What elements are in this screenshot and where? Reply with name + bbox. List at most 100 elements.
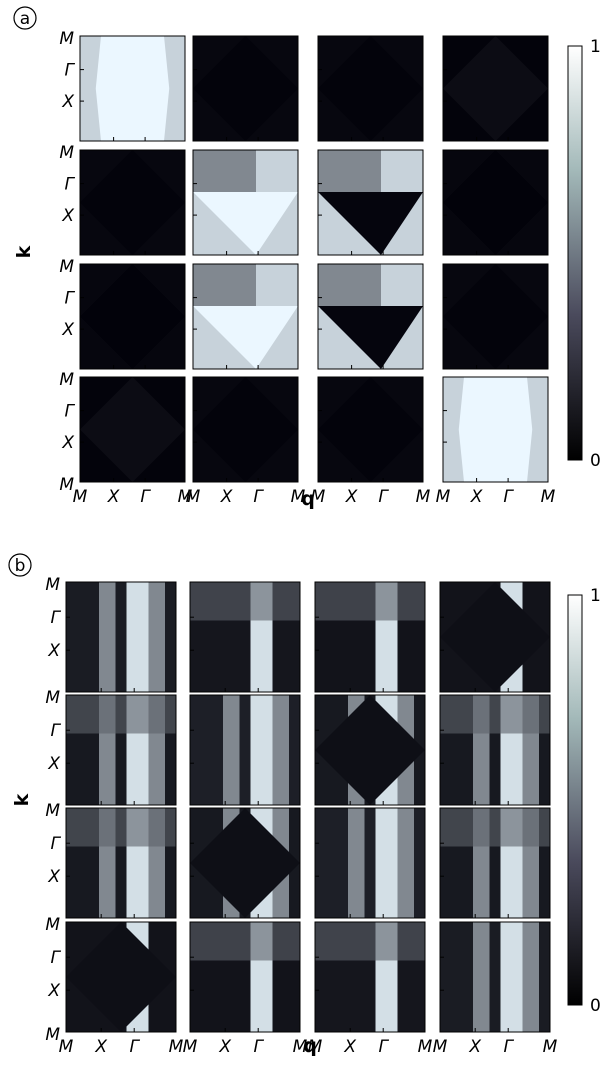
x-tick-label: M — [186, 487, 201, 507]
heatmap-cell — [314, 694, 426, 806]
colorbar-max-label: 1 — [590, 586, 601, 606]
heatmap-region — [66, 922, 176, 1032]
heatmap-cell — [317, 263, 424, 370]
x-tick-label: M — [433, 1037, 448, 1057]
heatmap-region — [190, 582, 300, 621]
heatmap-band — [272, 695, 289, 805]
y-tick-label: M — [59, 257, 74, 277]
heatmap-region — [256, 264, 298, 306]
heatmap-cell — [192, 149, 299, 256]
x-tick-label: M — [293, 1037, 308, 1057]
y-tick-label: M — [45, 688, 60, 708]
heatmap-band — [348, 808, 365, 918]
heatmap-cell — [439, 807, 551, 919]
heatmap-region — [256, 150, 298, 192]
heatmap-band — [473, 922, 490, 1032]
y-tick-label: M — [59, 143, 74, 163]
y-tick-label: Γ — [51, 834, 62, 854]
y-tick-label: Γ — [51, 721, 62, 741]
x-tick-label: X — [220, 487, 233, 507]
y-tick-label: Γ — [51, 948, 62, 968]
heatmap-cell — [192, 263, 299, 370]
heatmap-region — [193, 377, 298, 482]
y-tick-label: X — [61, 92, 74, 112]
y-tick-label: Γ — [51, 608, 62, 628]
heatmap-cell — [317, 376, 424, 483]
heatmap-region — [80, 150, 185, 255]
heatmap-region — [315, 922, 425, 961]
heatmap-region — [443, 150, 548, 255]
colorbar-min-label: 0 — [590, 451, 601, 471]
heatmap-frame — [317, 263, 424, 370]
x-tick-label: X — [468, 1037, 481, 1057]
heatmap-band — [522, 922, 539, 1032]
x-tick-label: M — [436, 487, 451, 507]
panel-label-circle — [13, 6, 37, 30]
y-tick-label: Γ — [65, 402, 76, 422]
heatmap-cell — [65, 694, 177, 806]
x-tick-label: M — [418, 1037, 433, 1057]
heatmap-region — [318, 36, 423, 141]
heatmap-band — [148, 582, 165, 692]
heatmap-region — [458, 377, 533, 482]
heatmap-region — [443, 36, 548, 141]
heatmap-region — [95, 36, 170, 141]
heatmap-cell — [439, 694, 551, 806]
heatmap-cell — [79, 35, 186, 142]
y-axis-label: k — [13, 245, 35, 258]
heatmap-region — [440, 695, 550, 734]
x-tick-label: M — [541, 487, 556, 507]
x-tick-label: M — [178, 487, 193, 507]
x-tick-label: Γ — [140, 487, 151, 507]
heatmap-cell — [442, 35, 549, 142]
heatmap-region — [190, 808, 300, 918]
heatmap-frame — [65, 694, 177, 806]
heatmap-cell — [317, 149, 424, 256]
heatmap-region — [193, 306, 298, 369]
heatmap-cell — [65, 581, 177, 693]
heatmap-frame — [79, 263, 186, 370]
x-tick-label: M — [73, 487, 88, 507]
x-tick-label: Γ — [129, 1037, 140, 1057]
heatmap-frame — [192, 35, 299, 142]
y-tick-label: M — [45, 801, 60, 821]
colorbar-min-label: 0 — [590, 996, 601, 1016]
heatmap-region — [440, 808, 550, 847]
heatmap-cell — [442, 149, 549, 256]
y-tick-label: M — [59, 29, 74, 49]
panel-label-circle — [8, 553, 32, 577]
x-tick-label: X — [94, 1037, 107, 1057]
panel-label: b — [15, 556, 26, 576]
heatmap-band — [375, 808, 398, 918]
x-tick-label: Γ — [253, 487, 264, 507]
heatmap-cell — [79, 376, 186, 483]
x-tick-label: M — [169, 1037, 184, 1057]
heatmap-region — [440, 582, 550, 692]
y-tick-label: Γ — [65, 175, 76, 195]
x-tick-label: M — [308, 1037, 323, 1057]
heatmap-region — [318, 306, 423, 369]
heatmap-frame — [65, 921, 177, 1033]
heatmap-frame — [192, 263, 299, 370]
heatmap-cell — [189, 581, 301, 693]
heatmap-cell — [65, 921, 177, 1033]
colorbar: 10 — [567, 586, 601, 1016]
heatmap-frame — [65, 581, 177, 693]
panel-label: a — [20, 9, 30, 29]
x-tick-label: M — [183, 1037, 198, 1057]
y-tick-label: M — [45, 1025, 60, 1045]
heatmap-cell — [189, 807, 301, 919]
heatmap-region — [315, 695, 425, 805]
x-tick-label: X — [343, 1037, 356, 1057]
heatmap-frame — [189, 581, 301, 693]
heatmap-region — [80, 377, 185, 482]
x-tick-label: M — [543, 1037, 558, 1057]
heatmap-band — [500, 922, 523, 1032]
heatmap-cell — [314, 807, 426, 919]
colorbar-gradient — [567, 594, 583, 1006]
y-tick-label: X — [61, 206, 74, 226]
heatmap-region — [66, 808, 176, 847]
x-tick-label: X — [218, 1037, 231, 1057]
heatmap-frame — [314, 581, 426, 693]
heatmap-cell — [192, 376, 299, 483]
